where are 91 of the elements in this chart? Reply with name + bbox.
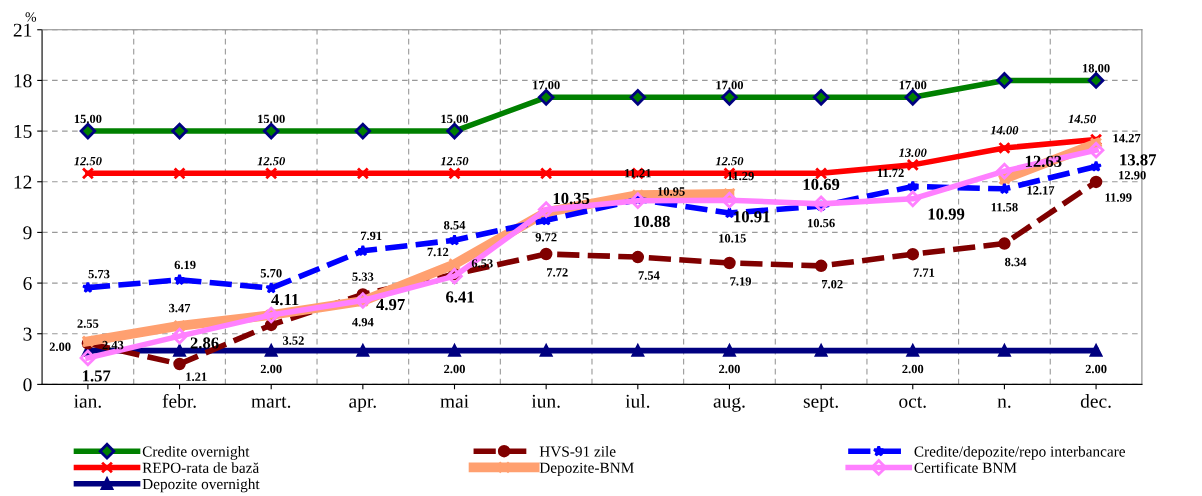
x-tick-label: iul. <box>625 394 650 408</box>
y-axis-title: % <box>25 12 37 22</box>
data-label: 15.00 <box>258 114 285 124</box>
data-label: 10.99 <box>928 208 965 220</box>
data-label: 3.47 <box>169 303 191 313</box>
data-label: 18.00 <box>1083 64 1110 73</box>
data-label: 14.27 <box>1113 133 1141 143</box>
data-label: 5.33 <box>352 272 374 281</box>
data-label: 2.00 <box>1085 364 1107 374</box>
y-tick-label: 12 <box>14 175 32 189</box>
data-label: 3.52 <box>282 336 304 345</box>
y-tick-label: 3 <box>23 327 32 341</box>
data-label: 7.02 <box>822 279 843 289</box>
data-label: 11.99 <box>1105 193 1132 202</box>
data-label: 12.50 <box>440 156 469 166</box>
data-label: 6.41 <box>446 291 474 303</box>
data-label: 17.00 <box>533 80 560 90</box>
data-label: 10.91 <box>734 211 770 223</box>
x-tick-label: ian. <box>73 394 101 408</box>
data-label: 2.00 <box>49 342 71 352</box>
x-tick-label: apr. <box>349 398 376 412</box>
data-label: 12.50 <box>257 156 286 166</box>
data-label: 5.70 <box>260 268 282 278</box>
data-label: 17.00 <box>899 80 927 90</box>
data-label: 10.15 <box>719 234 746 243</box>
data-label: 1.57 <box>82 370 111 382</box>
x-tick-label: aug. <box>713 397 745 412</box>
data-label: 15.00 <box>441 114 469 124</box>
x-tick-label: febr. <box>162 393 196 408</box>
data-label: 4.11 <box>271 294 299 306</box>
data-label: 10.56 <box>808 218 835 228</box>
legend-label: Depozite-BNM <box>539 462 634 477</box>
data-label: 10.35 <box>553 192 590 205</box>
data-label: 10.88 <box>634 215 670 228</box>
data-label: 10.95 <box>658 187 685 196</box>
data-label: 8.54 <box>443 220 466 230</box>
x-tick-label: oct. <box>899 396 926 408</box>
data-label: 1.21 <box>186 372 207 382</box>
data-label: 7.91 <box>360 231 382 241</box>
y-tick-label: 9 <box>23 226 32 240</box>
x-tick-label: dec. <box>1080 394 1111 408</box>
data-label: 4.97 <box>376 299 405 311</box>
data-label: 7.12 <box>427 247 449 257</box>
data-label: 17.00 <box>716 80 744 90</box>
x-tick-label: iun. <box>531 394 560 408</box>
data-label: 6.53 <box>471 259 493 268</box>
y-tick-label: 18 <box>14 74 32 88</box>
data-label: 11.72 <box>877 168 904 178</box>
x-tick-label: mart. <box>251 396 291 408</box>
data-label: 7.72 <box>547 268 568 277</box>
x-tick-label: sept. <box>803 396 838 412</box>
legend-label: REPO-rata de bază <box>142 462 260 473</box>
y-tick-label: 6 <box>23 276 32 291</box>
data-label: 5.73 <box>88 269 110 279</box>
data-label: 12.90 <box>1119 170 1146 180</box>
data-label: 12.63 <box>1025 155 1062 168</box>
data-label: 8.34 <box>1005 257 1027 267</box>
data-label: 6.19 <box>174 260 196 270</box>
legend-label: Depozite overnight <box>142 478 260 493</box>
data-label: 12.50 <box>715 156 744 166</box>
legend-label: HVS-91 zile <box>539 445 616 457</box>
data-label: 2.55 <box>77 319 99 328</box>
data-label: 14.00 <box>990 126 1019 135</box>
data-label: 4.94 <box>352 317 374 327</box>
x-tick-label: n. <box>997 398 1011 408</box>
data-label: 12.50 <box>74 156 102 166</box>
data-label: 14.50 <box>1068 114 1097 124</box>
data-label: 15.00 <box>74 114 102 124</box>
legend-label: Credite/depozite/repo interbancare <box>914 445 1126 460</box>
data-label: 11.21 <box>625 168 651 178</box>
y-tick-label: 15 <box>14 125 32 139</box>
data-label: 2.00 <box>260 364 282 374</box>
data-label: 2.86 <box>190 337 219 349</box>
data-label: 7.19 <box>730 277 752 286</box>
data-label: 13.00 <box>899 148 927 157</box>
data-label: 2.43 <box>102 340 124 350</box>
data-label: 2.00 <box>444 364 465 374</box>
data-label: 9.72 <box>535 233 557 242</box>
data-label: 13.87 <box>1120 154 1157 166</box>
data-label: 10.69 <box>803 178 840 191</box>
legend-label: Credite overnight <box>142 445 250 460</box>
y-tick-label: 0 <box>23 378 32 392</box>
data-label: 12.17 <box>1027 186 1055 195</box>
legend-label: Certificate BNM <box>914 462 1017 473</box>
data-label: 2.00 <box>719 364 740 374</box>
data-label: 7.71 <box>913 268 935 277</box>
data-label: 7.54 <box>638 271 660 280</box>
x-tick-label: mai <box>440 394 469 408</box>
data-label: 11.58 <box>991 202 1018 212</box>
y-tick-label: 21 <box>13 23 32 37</box>
data-label: 2.00 <box>902 364 924 374</box>
